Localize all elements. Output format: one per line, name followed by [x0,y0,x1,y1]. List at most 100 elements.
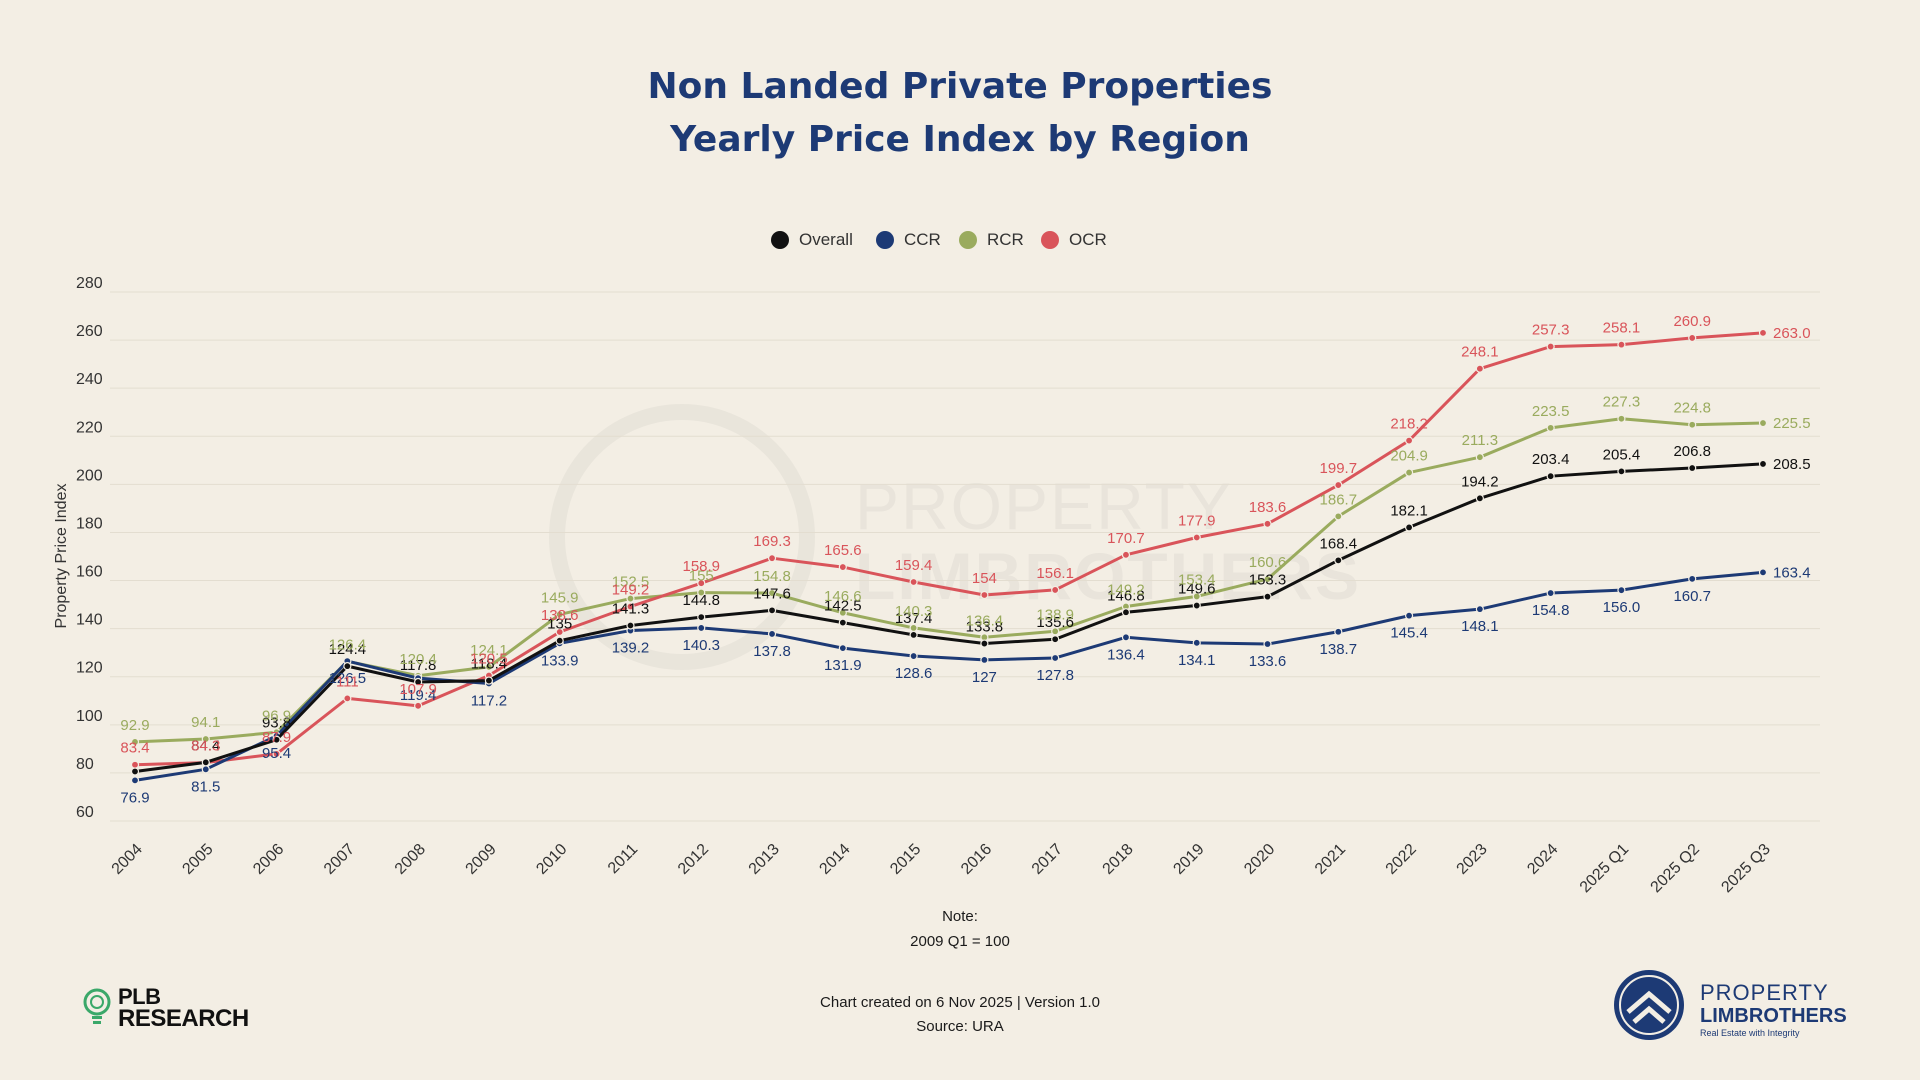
data-point [1051,635,1060,644]
data-label: 205.4 [1603,446,1641,463]
data-label: 111 [336,673,359,690]
data-point [1263,639,1272,649]
data-label: 154.8 [753,568,791,585]
data-label: 138.7 [1320,641,1358,658]
series-line [134,417,1764,744]
data-point [272,749,281,759]
data-label: 92.9 [120,717,149,734]
x-tick-label: 2023 [1454,841,1491,878]
data-point [1475,494,1484,503]
data-label: 223.5 [1532,403,1570,420]
bulb-icon [83,988,111,1024]
data-point [1051,585,1060,595]
data-label: 263.0 [1773,325,1811,342]
data-label: 224.8 [1673,400,1711,417]
data-label: 81.5 [191,778,220,795]
data-point [909,651,918,661]
x-tick-label: 2012 [675,841,712,878]
plb-logo-line2: RESEARCH [118,1005,249,1032]
x-tick-label: 2018 [1100,841,1137,878]
legend-marker [959,231,977,249]
watermark-emblem [549,404,815,670]
data-label: 84.3 [191,738,220,755]
data-point [838,608,847,617]
data-label: 138.6 [541,607,579,624]
data-point [1404,436,1414,445]
y-tick-label: 240 [76,371,103,388]
data-point [343,694,352,703]
y-tick-label: 60 [76,804,94,821]
x-tick-label: 2007 [321,841,358,878]
data-label: 127.8 [1036,667,1074,684]
data-label: 155 [689,568,714,585]
source-text: Source: URA [916,1018,1004,1035]
data-label: 260.9 [1673,313,1711,330]
data-point [697,579,706,588]
data-label: 118.4 [471,656,507,673]
data-point [767,554,777,563]
data-label: 139.2 [612,640,650,657]
y-tick-label: 220 [76,419,103,436]
x-tick-label: 2017 [1029,841,1066,878]
data-label: 76.9 [120,789,149,806]
chart-title-line2: Yearly Price Index by Region [670,119,1250,160]
watermark-line2: LIMBROTHERS [855,539,1361,613]
x-tick-label: 2019 [1170,841,1207,878]
data-point [555,610,564,619]
data-point [767,606,777,615]
data-point [1758,568,1768,577]
data-label: 147.6 [753,585,791,602]
x-tick-label: 2015 [887,841,924,878]
data-point [1263,592,1272,601]
data-point [272,735,281,744]
data-point [1121,633,1131,642]
data-label: 119.4 [400,687,436,704]
data-label: 127 [972,669,997,686]
data-point [767,588,777,598]
data-label: 204.9 [1390,448,1428,465]
legend-label: OCR [1069,230,1107,249]
data-label: 140.3 [682,637,720,654]
x-tick-label: 2016 [958,841,995,878]
data-label: 149.2 [1107,582,1145,599]
data-point [1617,467,1626,476]
data-point [838,562,847,572]
data-point [1263,575,1272,584]
data-point [1051,627,1060,636]
data-label: 131.9 [824,657,862,674]
data-label: 156.1 [1036,565,1074,582]
limbrothers-emblem-icon [1614,970,1684,1040]
note-text: 2009 Q1 = 100 [910,933,1010,950]
data-label: 96.9 [262,707,291,724]
chart-title-line1: Non Landed Private Properties [647,66,1273,107]
data-point [555,636,564,645]
data-point [201,734,210,744]
data-point [1404,468,1414,477]
data-label: 141.3 [612,601,650,618]
data-label: 145.9 [541,589,579,606]
data-point [838,618,847,627]
legend-marker [771,231,789,249]
series-line [134,570,1764,782]
data-point [838,644,847,653]
data-point [1334,480,1343,490]
data-point [626,602,635,611]
data-label: 120.5 [470,651,508,668]
data-point [1758,328,1768,337]
data-point [1334,512,1343,521]
data-point [1617,414,1626,423]
data-point [343,662,352,671]
data-point [1546,423,1555,432]
data-point [1546,472,1555,481]
data-point [130,776,140,785]
data-label: 133.6 [1249,653,1287,670]
data-label: 133.8 [966,619,1004,636]
chart-grid [110,291,1820,822]
data-label: 160.7 [1673,588,1711,605]
data-label: 170.7 [1107,530,1145,547]
x-tick-label: 2020 [1241,841,1278,878]
data-label: 136.4 [966,612,1004,629]
chart-legend: Overall CCR RCR OCR [771,230,1107,249]
created-text: Chart created on 6 Nov 2025 | Version 1.… [820,994,1100,1011]
